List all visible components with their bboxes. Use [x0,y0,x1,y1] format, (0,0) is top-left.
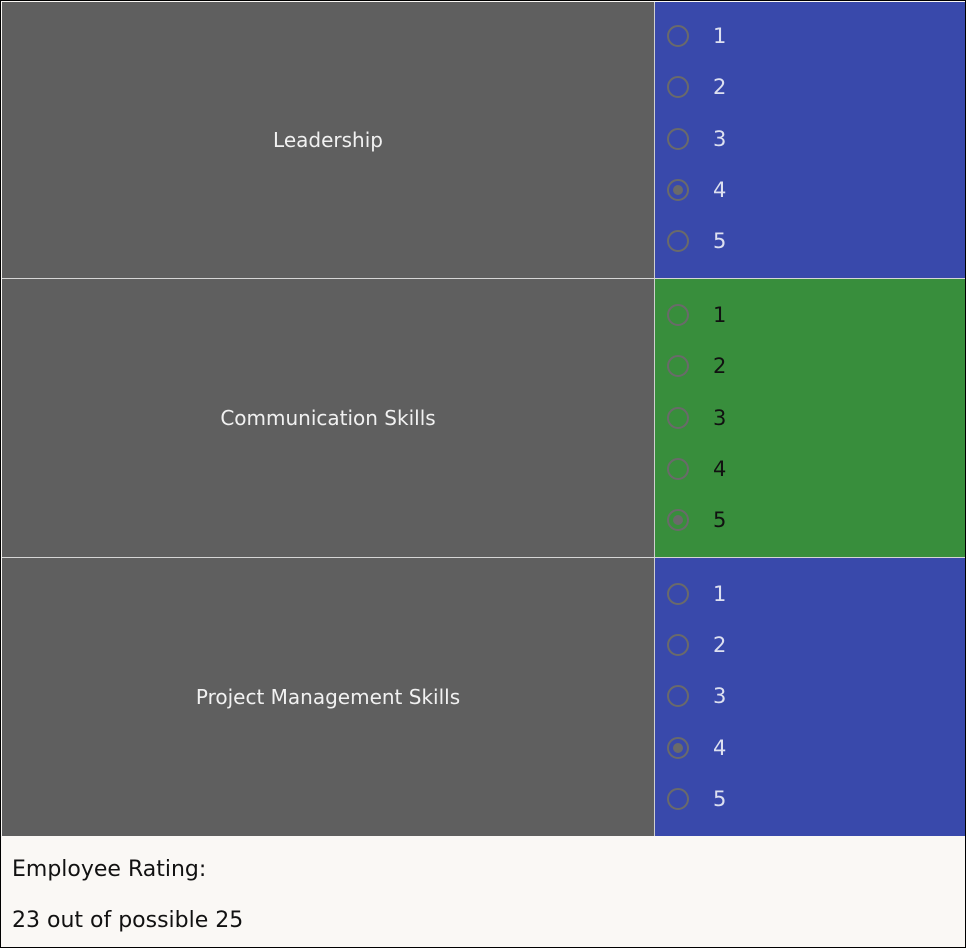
option-label: 3 [713,406,727,430]
rating-option[interactable]: 3 [667,403,726,433]
rating-option[interactable]: 1 [667,579,726,609]
criterion-label-cell: Project Management Skills [2,558,655,836]
radio-button-selected[interactable] [667,179,689,201]
option-label: 2 [713,75,727,99]
row-divider [2,278,965,279]
rating-summary: Employee Rating: 23 out of possible 25 [2,837,965,947]
rating-options: 1 2 3 4 5 [655,558,965,836]
option-label: 1 [713,582,727,606]
rating-option[interactable]: 2 [667,72,726,102]
row-divider [2,557,965,558]
rating-option[interactable]: 5 [667,784,726,814]
radio-button-selected[interactable] [667,509,689,531]
criterion-label-cell: Communication Skills [2,279,655,557]
option-label: 5 [713,508,727,532]
rating-option[interactable]: 2 [667,351,726,381]
criterion-label: Communication Skills [220,406,436,430]
criterion-row-project-management: Project Management Skills 1 2 3 4 5 [2,558,965,836]
rating-options: 1 2 3 4 5 [655,279,965,557]
rating-option[interactable]: 1 [667,300,726,330]
option-label: 3 [713,684,727,708]
option-label: 4 [713,736,727,760]
radio-button[interactable] [667,128,689,150]
option-label: 2 [713,354,727,378]
criterion-label: Leadership [273,128,383,152]
criterion-row-leadership: Leadership 1 2 3 4 5 [2,2,965,278]
radio-button[interactable] [667,230,689,252]
option-label: 1 [713,24,727,48]
criterion-row-communication: Communication Skills 1 2 3 4 5 [2,279,965,557]
radio-button[interactable] [667,685,689,707]
rating-option[interactable]: 2 [667,630,726,660]
radio-button-selected[interactable] [667,737,689,759]
radio-button[interactable] [667,25,689,47]
rating-option[interactable]: 4 [667,454,726,484]
rating-option[interactable]: 5 [667,505,726,535]
radio-button[interactable] [667,355,689,377]
summary-score: 23 out of possible 25 [12,908,244,933]
option-label: 4 [713,457,727,481]
radio-button[interactable] [667,458,689,480]
option-label: 3 [713,127,727,151]
rating-option[interactable]: 4 [667,733,726,763]
radio-button[interactable] [667,76,689,98]
option-label: 5 [713,229,727,253]
rating-option[interactable]: 1 [667,21,726,51]
criterion-label: Project Management Skills [195,685,461,709]
summary-title: Employee Rating: [12,857,207,882]
option-label: 4 [713,178,727,202]
radio-button[interactable] [667,407,689,429]
rating-option[interactable]: 3 [667,124,726,154]
radio-button[interactable] [667,634,689,656]
radio-button[interactable] [667,304,689,326]
rating-option[interactable]: 4 [667,175,726,205]
option-label: 1 [713,303,727,327]
rating-option[interactable]: 3 [667,681,726,711]
rating-option[interactable]: 5 [667,226,726,256]
rating-options: 1 2 3 4 5 [655,2,965,278]
option-label: 5 [713,787,727,811]
radio-button[interactable] [667,583,689,605]
option-label: 2 [713,633,727,657]
criterion-label-cell: Leadership [2,2,655,278]
radio-button[interactable] [667,788,689,810]
